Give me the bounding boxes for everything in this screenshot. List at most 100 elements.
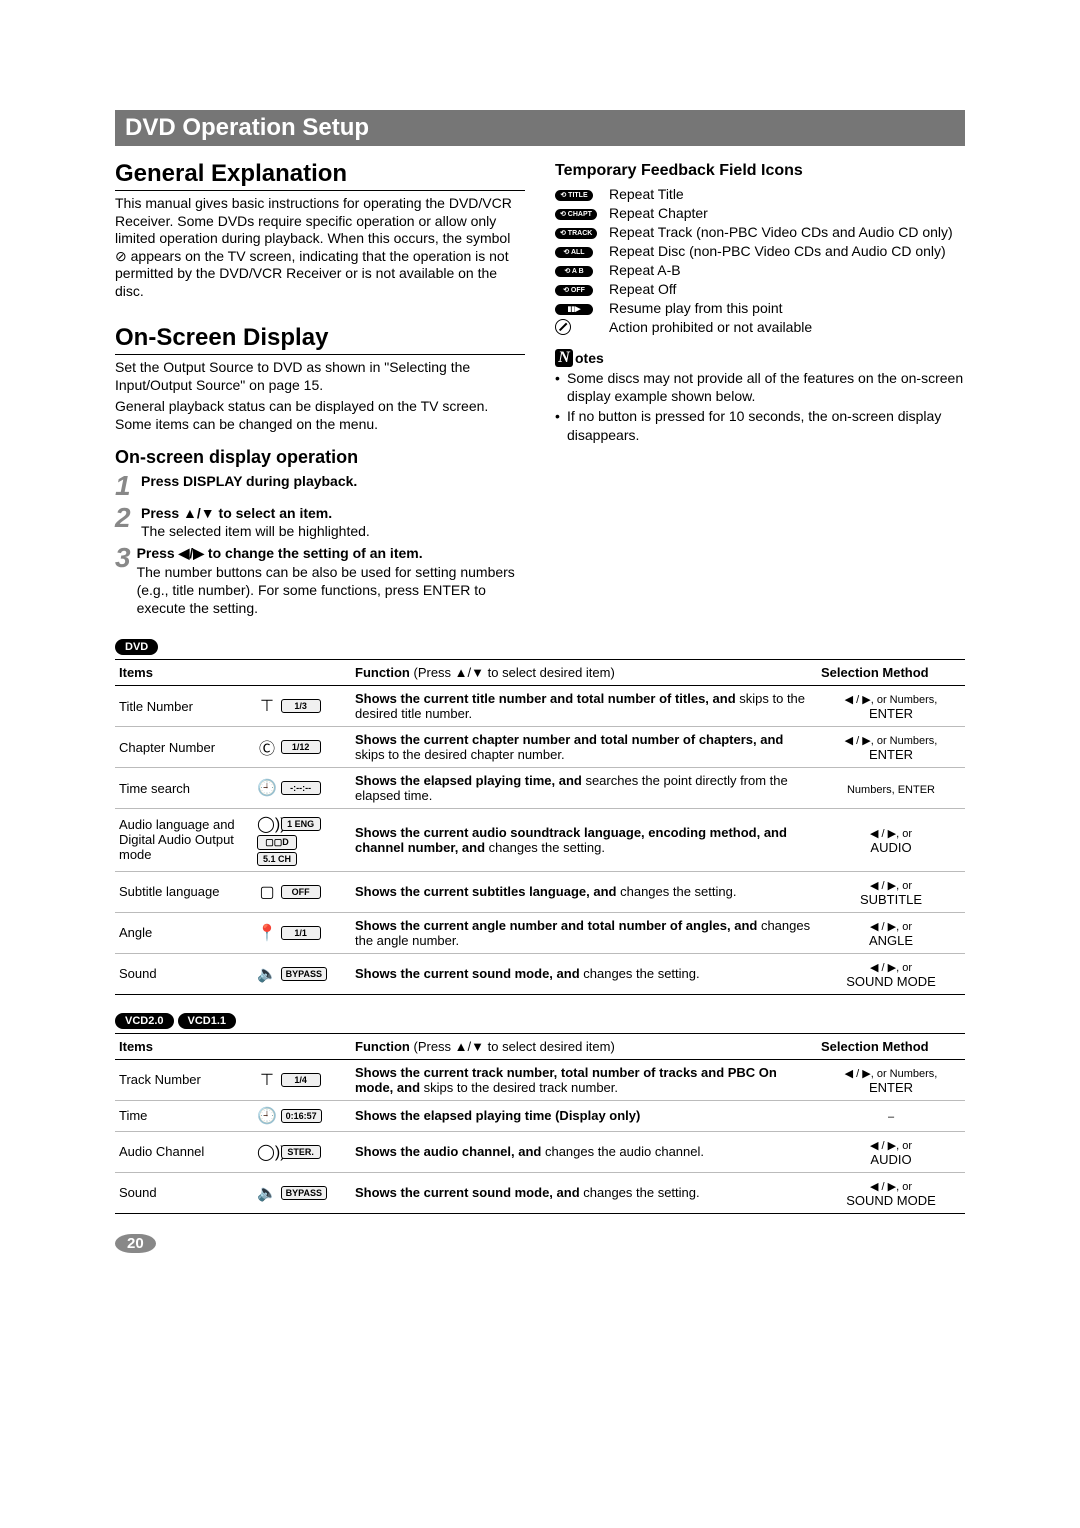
step-body: Press DISPLAY during playback. — [141, 472, 357, 490]
table-row: Title Number ⊤ 1/3 Shows the current tit… — [115, 686, 965, 727]
notes-n-icon: N — [555, 349, 573, 367]
notes-list: Some discs may not provide all of the fe… — [555, 369, 965, 444]
icon-cell: ⊤ 1/3 — [253, 686, 351, 727]
dvd-spec-table: Items Function (Press ▲/▼ to select desi… — [115, 659, 965, 995]
feedback-desc: Action prohibited or not available — [609, 319, 965, 335]
left-column: General Explanation This manual gives ba… — [115, 154, 525, 621]
vcd-badge: VCD1.1 — [178, 1013, 237, 1029]
icon-cell: Ⓒ 1/12 — [253, 727, 351, 768]
page-number: 20 — [115, 1234, 965, 1253]
step-number: 1 — [115, 472, 135, 500]
dvd-badge: DVD — [115, 639, 158, 655]
table-row: Audio language and Digital Audio Output … — [115, 809, 965, 872]
selection-cell: ◀ / ▶, orAUDIO — [817, 809, 965, 872]
function-cell: Shows the current sound mode, and change… — [351, 1172, 817, 1213]
feedback-row: ⟲ ALLRepeat Disc (non-PBC Video CDs and … — [555, 243, 965, 259]
function-cell: Shows the audio channel, and changes the… — [351, 1131, 817, 1172]
icon-cell: ◯)) 1 ENG▢▢D5.1 CH — [253, 809, 351, 872]
item-cell: Track Number — [115, 1059, 253, 1100]
feedback-desc: Repeat Off — [609, 281, 965, 297]
selection-cell: ◀ / ▶, or Numbers,ENTER — [817, 727, 965, 768]
feedback-desc: Repeat Track (non-PBC Video CDs and Audi… — [609, 224, 965, 240]
repeat-badge: ⟲ A B — [555, 266, 593, 277]
page-number-badge: 20 — [115, 1234, 156, 1253]
feedback-desc: Repeat Title — [609, 186, 965, 202]
prohibit-icon — [555, 319, 571, 335]
icon-cell: 🕘 0:16:57 — [253, 1100, 351, 1131]
osd-body-1: Set the Output Source to DVD as shown in… — [115, 359, 525, 394]
th-selection: Selection Method — [817, 660, 965, 686]
table-row: Chapter Number Ⓒ 1/12 Shows the current … — [115, 727, 965, 768]
section-header: DVD Operation Setup — [115, 110, 965, 146]
icon-cell: 📍 1/1 — [253, 912, 351, 953]
vcd-table-section: VCD2.0VCD1.1 Items Function (Press ▲/▼ t… — [115, 995, 965, 1214]
feedback-icons-title: Temporary Feedback Field Icons — [555, 162, 965, 180]
feedback-row: ⟲ CHAPT Repeat Chapter — [555, 205, 965, 221]
selection-cell: ◀ / ▶, or Numbers,ENTER — [817, 686, 965, 727]
function-cell: Shows the current sound mode, and change… — [351, 953, 817, 994]
table-row: Time search 🕘 -:--:-- Shows the elapsed … — [115, 768, 965, 809]
step-number: 2 — [115, 504, 135, 532]
osd-body-2: General playback status can be displayed… — [115, 398, 525, 433]
general-explanation-title: General Explanation — [115, 160, 525, 191]
feedback-row: ⟲ OFFRepeat Off — [555, 281, 965, 297]
table-row: Track Number ⊤ 1/4 Shows the current tra… — [115, 1059, 965, 1100]
osd-glyph-icon: 📍 — [257, 923, 277, 943]
function-cell: Shows the current subtitles language, an… — [351, 871, 817, 912]
icon-cell: ▢ OFF — [253, 871, 351, 912]
repeat-badge: ⟲ TRACK — [555, 228, 597, 239]
osd-glyph-icon: ⊤ — [257, 696, 277, 716]
notes-heading: N otes — [555, 349, 965, 367]
selection-cell: ◀ / ▶, or Numbers,ENTER — [817, 1059, 965, 1100]
page-content: DVD Operation Setup General Explanation … — [115, 110, 965, 1253]
feedback-desc: Repeat A-B — [609, 262, 965, 278]
table-row: Time 🕘 0:16:57 Shows the elapsed playing… — [115, 1100, 965, 1131]
selection-cell: ◀ / ▶, orSOUND MODE — [817, 953, 965, 994]
osd-glyph-icon: 🔈 — [257, 1183, 277, 1203]
th-items-vcd: Items — [115, 1033, 253, 1059]
table-row: Sound 🔈 BYPASS Shows the current sound m… — [115, 953, 965, 994]
osd-glyph-icon: 🕘 — [257, 778, 277, 798]
feedback-desc: Resume play from this point — [609, 300, 965, 316]
dvd-table-section: DVD Items Function (Press ▲/▼ to select … — [115, 621, 965, 995]
right-column: Temporary Feedback Field Icons ⟲ TITLERe… — [555, 154, 965, 621]
icon-cell: ◯)) STER. — [253, 1131, 351, 1172]
selection-cell: – — [817, 1100, 965, 1131]
function-cell: Shows the current chapter number and tot… — [351, 727, 817, 768]
osd-glyph-icon: ▢ — [257, 882, 277, 902]
table-row: Subtitle language ▢ OFF Shows the curren… — [115, 871, 965, 912]
item-cell: Subtitle language — [115, 871, 253, 912]
function-cell: Shows the current title number and total… — [351, 686, 817, 727]
vcd-badge: VCD2.0 — [115, 1013, 174, 1029]
table-row: Sound 🔈 BYPASS Shows the current sound m… — [115, 1172, 965, 1213]
osd-glyph-icon: ⊤ — [257, 1070, 277, 1090]
osd-operation-title: On-screen display operation — [115, 447, 525, 468]
feedback-icon-list: ⟲ TITLERepeat Title ⟲ CHAPT Repeat Chapter… — [555, 186, 965, 335]
step-body: Press ▲/▼ to select an item.The selected… — [141, 504, 370, 540]
icon-cell: 🕘 -:--:-- — [253, 768, 351, 809]
feedback-row: ⟲ A B Repeat A-B — [555, 262, 965, 278]
item-cell: Angle — [115, 912, 253, 953]
two-column-layout: General Explanation This manual gives ba… — [115, 154, 965, 621]
item-cell: Title Number — [115, 686, 253, 727]
function-cell: Shows the current track number, total nu… — [351, 1059, 817, 1100]
selection-cell: ◀ / ▶, orAUDIO — [817, 1131, 965, 1172]
repeat-badge: ⟲ CHAPT — [555, 209, 597, 220]
general-explanation-body: This manual gives basic instructions for… — [115, 195, 525, 300]
function-cell: Shows the current audio soundtrack langu… — [351, 809, 817, 872]
icon-cell: 🔈 BYPASS — [253, 1172, 351, 1213]
item-cell: Sound — [115, 1172, 253, 1213]
selection-cell: ◀ / ▶, orANGLE — [817, 912, 965, 953]
feedback-row: ⟲ TITLERepeat Title — [555, 186, 965, 202]
selection-cell: ◀ / ▶, orSOUND MODE — [817, 1172, 965, 1213]
item-cell: Time search — [115, 768, 253, 809]
note-item: If no button is pressed for 10 seconds, … — [555, 407, 965, 443]
feedback-desc: Repeat Chapter — [609, 205, 965, 221]
th-function-vcd: Function (Press ▲/▼ to select desired it… — [351, 1033, 817, 1059]
notes-label: otes — [575, 350, 604, 366]
th-function: Function (Press ▲/▼ to select desired it… — [351, 660, 817, 686]
feedback-row: ⟲ TRACK Repeat Track (non-PBC Video CDs a… — [555, 224, 965, 240]
osd-steps: 1 Press DISPLAY during playback. 2 Press… — [115, 472, 525, 617]
osd-step: 3 Press ◀/▶ to change the setting of an … — [115, 544, 525, 617]
selection-cell: ◀ / ▶, orSUBTITLE — [817, 871, 965, 912]
